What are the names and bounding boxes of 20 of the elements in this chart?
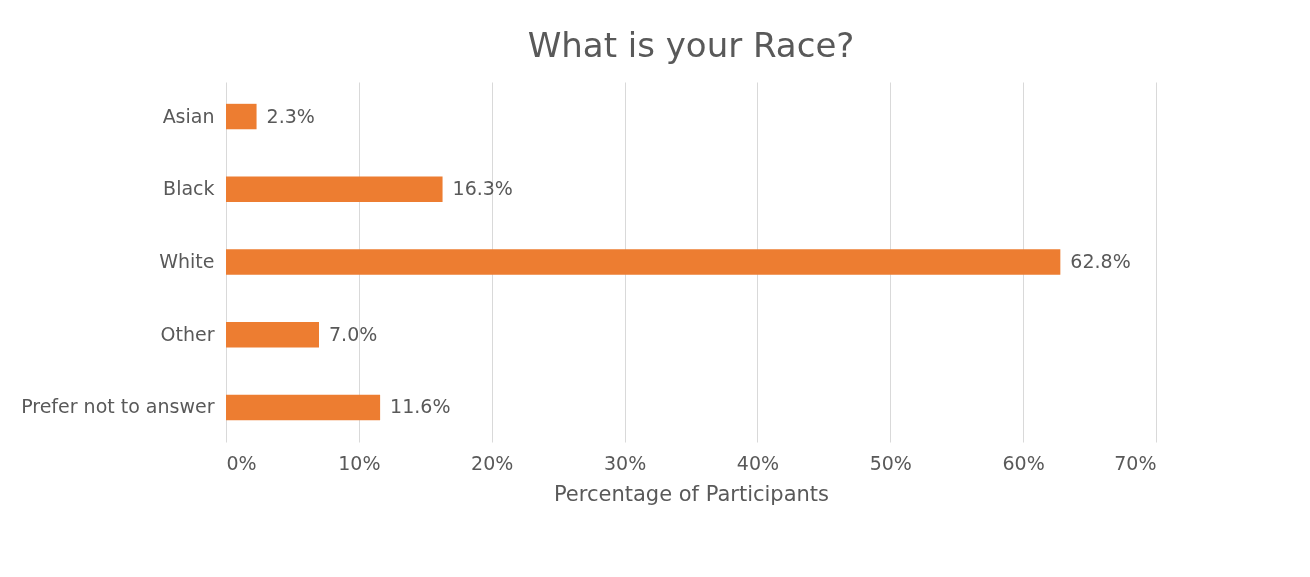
x-tick-label: 10% [338,451,381,474]
data-label: 16.3% [452,177,513,200]
y-tick-label: Asian [162,104,215,127]
data-label: 62.8% [1070,250,1131,272]
data-label: 11.6% [390,395,451,418]
data-label: 2.3% [266,104,315,127]
y-tick-label: White [159,250,215,272]
chart-title: What is your Race? [527,25,855,65]
x-tick-label: 30% [603,451,647,474]
x-tick-label: 0% [226,451,257,474]
y-tick-label: Other [160,322,215,345]
x-tick-label: 20% [471,451,514,474]
data-label: 7.0% [329,322,378,345]
x-tick-label: 60% [1002,451,1045,474]
x-tick-label: 40% [736,451,780,474]
x-axis-title: Percentage of Participants [553,481,830,506]
y-tick-label: Prefer not to answer [21,395,215,418]
y-tick-label: Black [163,177,215,200]
x-tick-label: 70% [1114,451,1157,474]
x-tick-label: 50% [869,451,912,474]
